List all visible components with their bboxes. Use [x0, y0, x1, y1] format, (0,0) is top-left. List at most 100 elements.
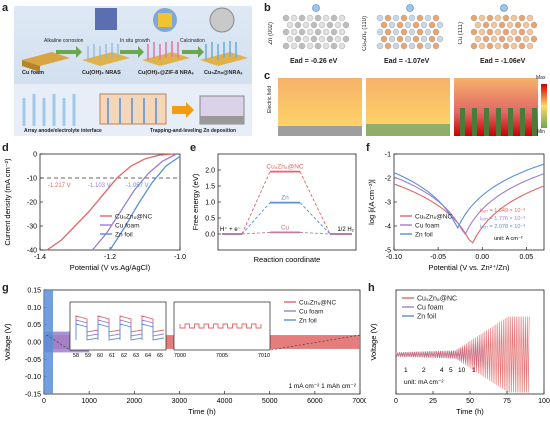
adsorbed-zn-atom [500, 4, 508, 12]
atom [486, 14, 494, 22]
atom [326, 35, 334, 43]
y-axis-label: Voltage (V) [3, 323, 12, 361]
state-label-start: H⁺ + e⁻ [220, 226, 241, 233]
atom [400, 42, 408, 50]
nanorod-array-3 [200, 41, 248, 66]
atom [286, 35, 294, 43]
synthesis-schematic [14, 7, 252, 136]
atom [510, 14, 518, 22]
y-tick-label: 1.0 [205, 200, 215, 207]
icorr-label: iₑₒᵣᵣ = 2.078 × 10⁻³ [480, 224, 525, 230]
y-tick-label: -0.05 [25, 357, 41, 364]
legend-label: Cu foam [115, 223, 140, 230]
atom [486, 28, 494, 36]
atom [306, 14, 314, 22]
rate-chart: 0 25 50 75 100 1 2 4 5 10 1 unit: mA cm⁻² Cu₅Zn₈@NC C… [369, 289, 550, 416]
icorr-label: iₑₒᵣᵣ = 1.649 × 10⁻³ [480, 208, 525, 214]
y-tick-label: 0.5 [205, 216, 215, 223]
atom [412, 21, 420, 29]
atom [400, 28, 408, 36]
series-line [393, 183, 545, 244]
inset-tick-label: 64 [145, 353, 151, 359]
atom [318, 35, 326, 43]
panel-letter-d: d [2, 142, 9, 154]
y-tick-label: -5 [385, 248, 391, 255]
legend-label: Cu₅Zn₈@NC [415, 214, 453, 221]
y-tick-label: 0.00 [27, 340, 41, 347]
atom [294, 21, 302, 29]
atom [526, 42, 534, 50]
inset-tick-label: 58 [73, 353, 79, 359]
atom [506, 21, 514, 29]
facet-label-1: Zn (002) [268, 22, 274, 45]
polarization-chart: 0 -10 -20 -30 -40-1.4 -1.2 -1.0 -1.217 V -1.103 … [3, 152, 186, 273]
crystal-inset-1 [95, 8, 117, 30]
connector-line [299, 231, 331, 235]
atom [478, 28, 486, 36]
connector-line [241, 171, 271, 235]
atom [330, 28, 338, 36]
inset-series-line [179, 323, 262, 329]
electric-field-label: Electric field [267, 86, 273, 113]
y-axis-label: Current density (mA cm⁻²) [3, 158, 12, 246]
unit-note: unit: mA cm⁻² [404, 379, 444, 386]
atom [376, 14, 384, 22]
legend-label: Zn foil [299, 318, 317, 325]
cu-foam-block [22, 52, 70, 72]
material-label-4: Cu₅Zn₈@NRAₛ [204, 70, 243, 76]
x-tick-label: 75 [503, 398, 511, 405]
x-tick-label: 0 [42, 398, 46, 405]
inset-series-line [75, 323, 165, 341]
atom [498, 35, 506, 43]
series-line [395, 316, 530, 393]
annotation-label: -1.057 V [126, 183, 149, 189]
atom [314, 42, 322, 50]
atom [298, 42, 306, 50]
connector-line [241, 202, 271, 235]
scale-max-label: Max [536, 75, 546, 81]
inset-tick-label: 59 [85, 353, 91, 359]
atom [338, 14, 346, 22]
bottom-label-2: Trapping-and-leveling Zn deposition [150, 128, 237, 134]
panel-letter-f: f [366, 142, 370, 154]
atom [334, 21, 342, 29]
atom [334, 35, 342, 43]
legend-label: Cu foam [417, 305, 444, 312]
adsorbed-zn-atom [406, 4, 414, 12]
atom [400, 14, 408, 22]
x-tick-label: -1.0 [174, 254, 186, 261]
atom [322, 14, 330, 22]
atom [384, 42, 392, 50]
atom [392, 28, 400, 36]
panel-f: f -1 -2 -3 -4 -5 -0.10 -0.05 0.00 0.05 Cu₅Zn₈@NC C… [364, 140, 550, 280]
atom [330, 42, 338, 50]
y-tick-label: -2 [385, 176, 391, 183]
atom [342, 21, 350, 29]
atom [408, 28, 416, 36]
energy-label-1: Ead = -0.26 eV [290, 58, 338, 65]
atom [506, 35, 514, 43]
panel-b: b Zn (002) Cu₅Zn₈ (110) Cu (111) Ead = -… [262, 0, 550, 70]
icorr-label: iₑₒᵣᵣ = 1.776 × 10⁻³ [480, 216, 525, 222]
atom [286, 21, 294, 29]
rate-label: 1 [472, 367, 476, 374]
axes-frame [39, 153, 181, 251]
state-label-end: 1/2 H₂ [337, 227, 354, 233]
x-tick-label: 25 [429, 398, 437, 405]
process-arrows [56, 46, 204, 58]
atom [490, 21, 498, 29]
atom [502, 42, 510, 50]
x-tick-label: 3000 [172, 398, 188, 405]
atom [298, 14, 306, 22]
atom [432, 42, 440, 50]
atom [436, 21, 444, 29]
atom [470, 28, 478, 36]
atom [494, 42, 502, 50]
atom [318, 21, 326, 29]
legend-label: Cu foam [299, 309, 324, 316]
atom [526, 14, 534, 22]
atom [306, 42, 314, 50]
x-tick-label: -0.10 [386, 254, 402, 261]
atom [338, 28, 346, 36]
x-tick-label: 50 [466, 398, 474, 405]
